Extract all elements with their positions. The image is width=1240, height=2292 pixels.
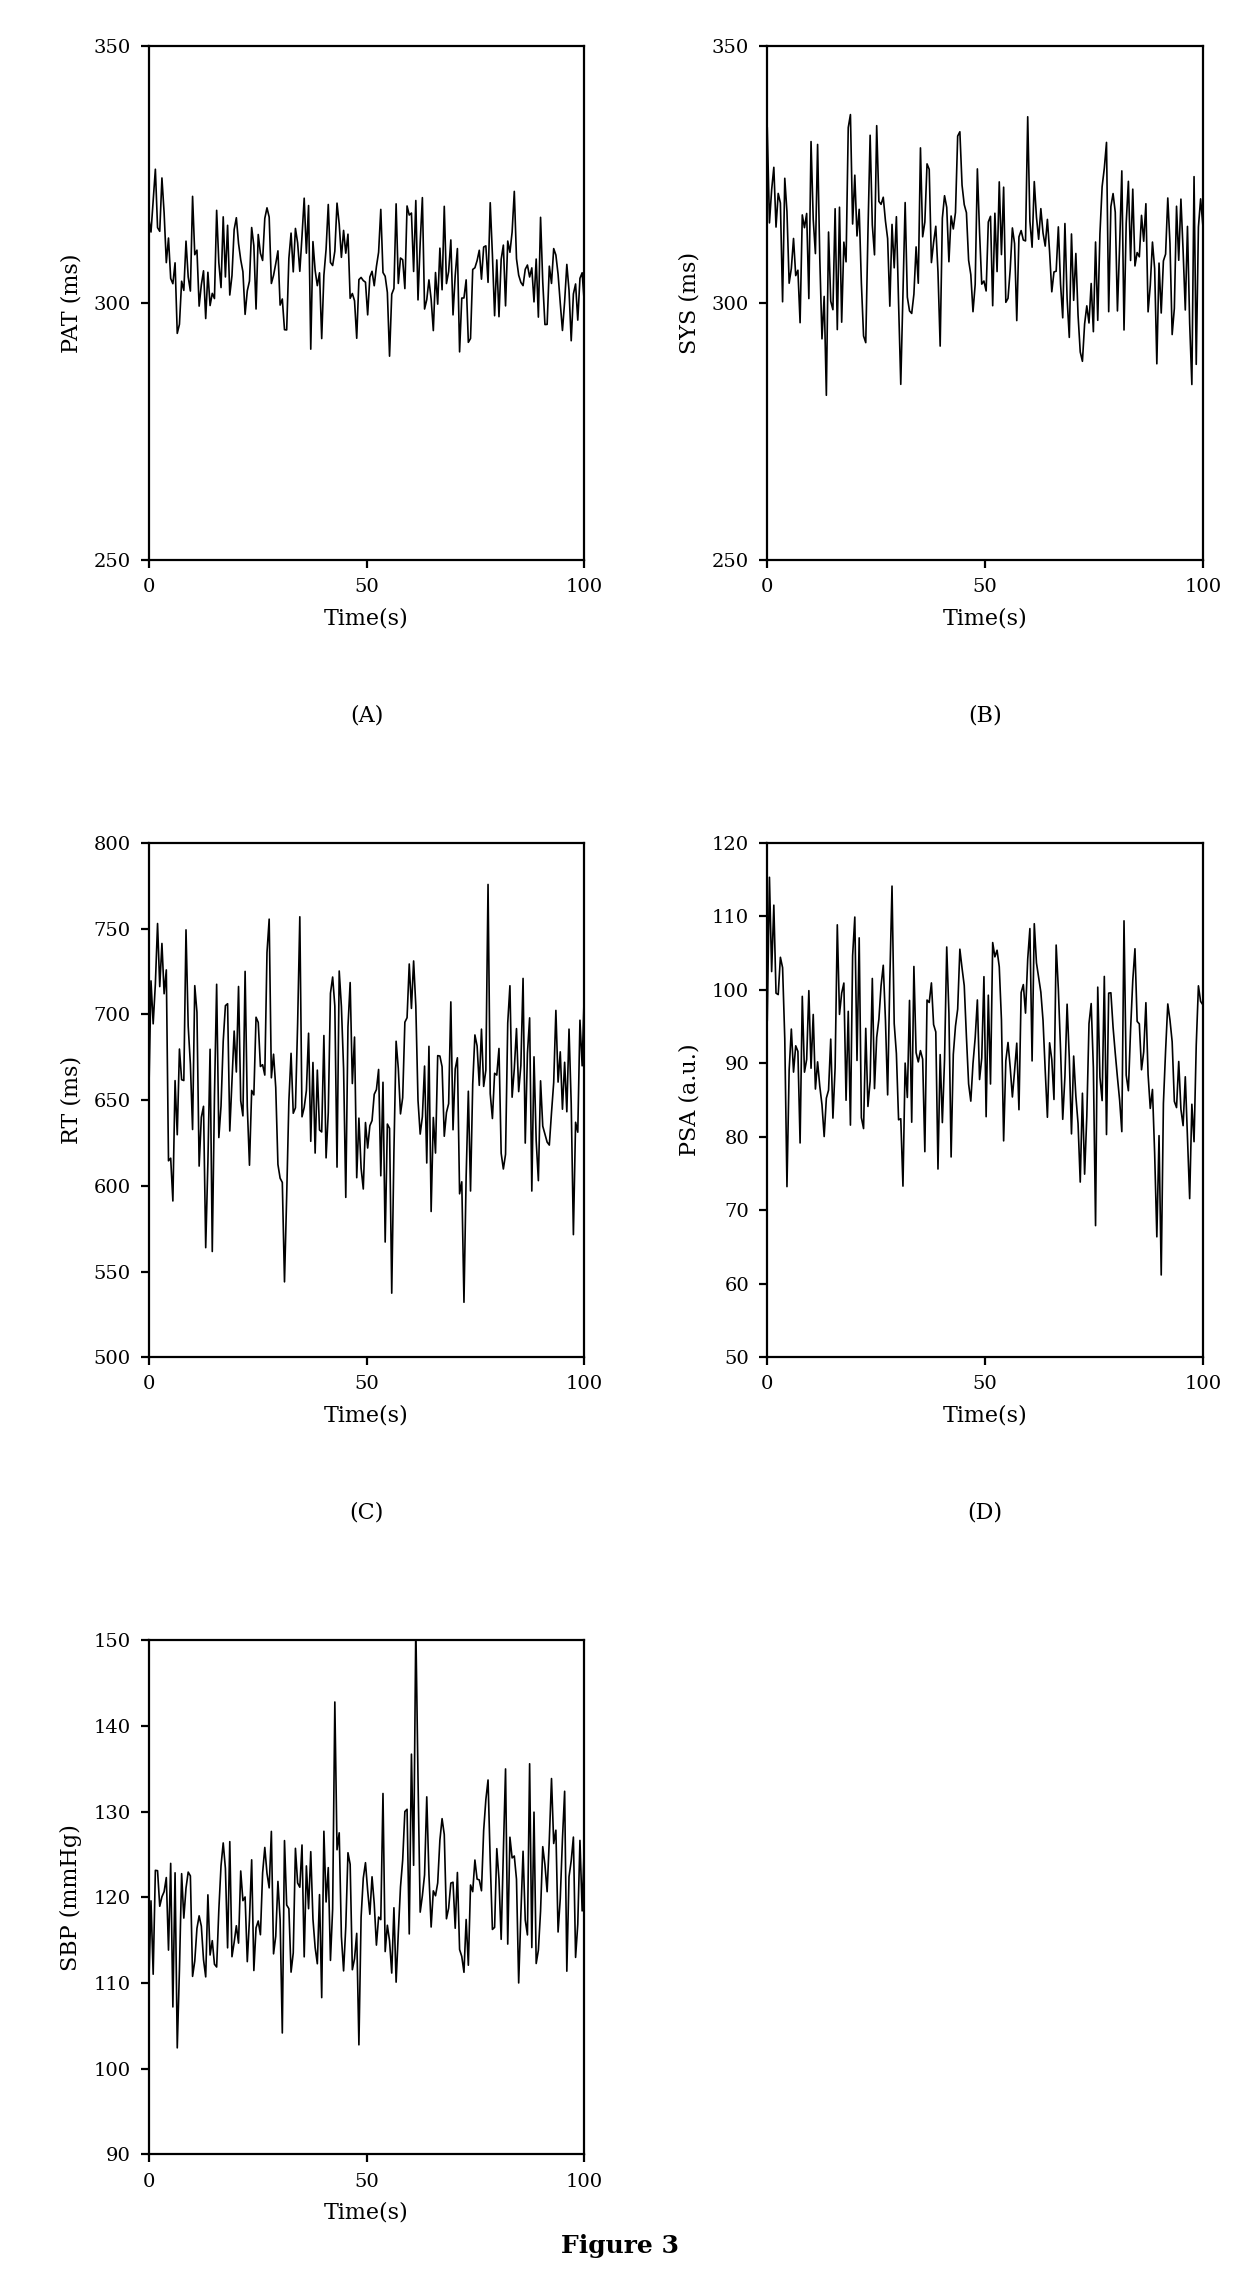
Y-axis label: RT (ms): RT (ms) [61,1057,83,1144]
X-axis label: Time(s): Time(s) [324,1405,409,1426]
X-axis label: Time(s): Time(s) [942,607,1028,630]
Text: Figure 3: Figure 3 [560,2235,680,2258]
Text: (A): (A) [350,704,383,727]
Y-axis label: PSA (a.u.): PSA (a.u.) [680,1043,701,1157]
Text: (D): (D) [967,1501,1003,1524]
Text: (B): (B) [968,704,1002,727]
X-axis label: Time(s): Time(s) [324,607,409,630]
Y-axis label: SBP (mmHg): SBP (mmHg) [61,1824,82,1971]
Y-axis label: PAT (ms): PAT (ms) [61,252,82,353]
X-axis label: Time(s): Time(s) [942,1405,1028,1426]
X-axis label: Time(s): Time(s) [324,2203,409,2223]
Y-axis label: SYS (ms): SYS (ms) [678,252,701,353]
Text: (C): (C) [350,1501,383,1524]
